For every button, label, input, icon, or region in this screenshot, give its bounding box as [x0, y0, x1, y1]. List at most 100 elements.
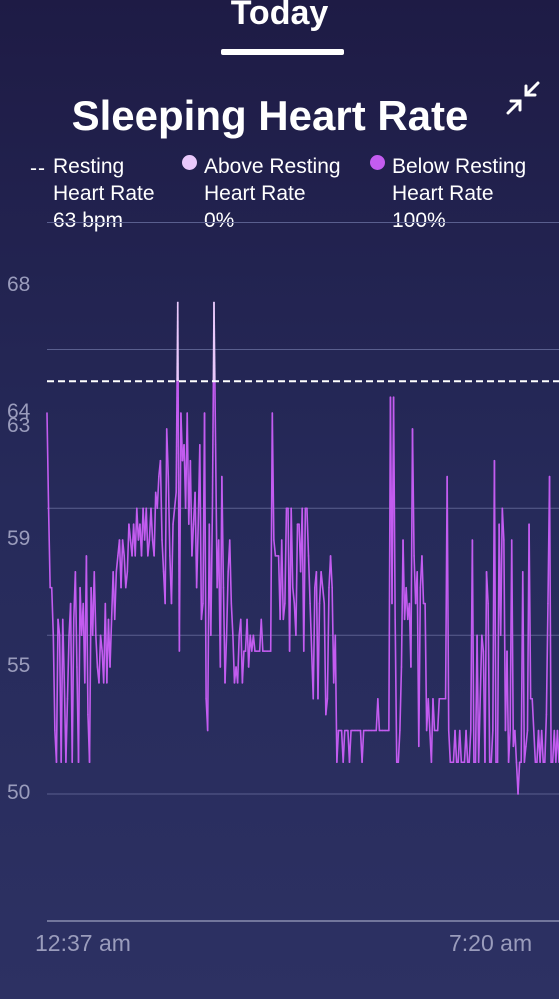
heart-rate-segment [306, 507, 310, 557]
heart-rate-segment [544, 713, 548, 764]
heart-rate-segment [479, 634, 483, 700]
legend-resting-line2: Heart Rate [53, 182, 155, 205]
heart-rate-segment [189, 459, 193, 557]
heart-rate-segment [214, 443, 218, 589]
heart-rate-segment [447, 729, 452, 764]
heart-rate-segment [47, 507, 51, 589]
resting-dash-marker: -- [30, 157, 46, 180]
heart-rate-segment [65, 697, 69, 764]
heart-rate-segment [50, 586, 55, 637]
legend-above-value: 0% [204, 209, 235, 232]
heart-rate-segment [528, 523, 532, 700]
heart-rate-segment [394, 618, 398, 764]
heart-rate-segment [291, 586, 296, 605]
heart-rate-segment [487, 602, 491, 764]
heart-rate-segment [523, 745, 527, 764]
legend-below: Below Resting Heart Rate 100% [392, 153, 526, 234]
legend-resting-value: 63 bpm [53, 209, 124, 232]
heart-rate-segment [471, 539, 475, 764]
heart-rate-segment [421, 555, 425, 605]
heart-rate-segment [178, 412, 182, 652]
heart-rate-segment [307, 555, 311, 605]
tab-active-indicator [221, 49, 344, 55]
heart-rate-segment [99, 634, 103, 652]
heart-rate-segment [432, 697, 436, 732]
heart-rate-segment [510, 539, 515, 748]
legend-above-line1: Above Resting [204, 155, 341, 178]
heart-rate-segment [145, 507, 149, 557]
legend-below-value: 100% [392, 209, 446, 232]
heart-rate-segment [499, 507, 504, 637]
heart-rate-segment [175, 381, 178, 493]
heart-rate-segment [397, 729, 401, 764]
heart-rate-segment [290, 507, 294, 589]
heart-rate-segment [172, 507, 176, 525]
heart-rate-segment [436, 697, 441, 732]
y-tick-label: 63 [7, 414, 31, 437]
heart-rate-segment [320, 570, 324, 589]
heart-rate-segment [325, 697, 329, 716]
heart-rate-segment-above [213, 301, 216, 382]
heart-rate-segment [228, 539, 233, 605]
heart-rate-segment [225, 570, 229, 637]
heart-rate-segment [88, 586, 92, 764]
heart-rate-segment [402, 539, 406, 621]
heart-rate-segment [392, 396, 396, 621]
heart-rate-segment [121, 539, 125, 557]
heart-rate-segment [241, 650, 245, 684]
tab-today[interactable]: Today [230, 0, 329, 32]
page-title: Sleeping Heart Rate [71, 92, 469, 139]
y-tick-label: 55 [7, 654, 31, 677]
heart-rate-segment [211, 381, 215, 509]
heart-rate-segment [361, 729, 365, 764]
heart-rate-segment [46, 412, 50, 510]
heart-rate-segment [60, 618, 64, 764]
heart-rate-segment [465, 729, 469, 764]
heart-rate-segment [273, 539, 277, 557]
heart-rate-segment [260, 618, 264, 652]
heart-rate-segment [232, 634, 236, 684]
heart-rate-segment [224, 634, 228, 684]
heart-rate-segment [540, 729, 545, 764]
x-tick-label-start: 12:37 am [35, 930, 131, 956]
collapse-button[interactable] [505, 80, 541, 116]
heart-rate-segment [236, 634, 240, 684]
heart-rate-segment [147, 539, 151, 557]
heart-rate-segment [271, 412, 275, 541]
heart-rate-segment [109, 618, 113, 668]
legend-resting-line1: Resting [53, 155, 125, 178]
heart-rate-segment [85, 555, 89, 716]
heart-rate-segment [153, 491, 157, 557]
legend-above: Above Resting Heart Rate 0% [204, 153, 341, 234]
y-tick-label: 68 [7, 273, 31, 296]
heart-rate-segment [323, 602, 327, 716]
heart-rate-segment [336, 729, 340, 764]
heart-rate-segment [98, 634, 102, 684]
heart-rate-segment [199, 443, 203, 621]
heart-rate-segment [514, 729, 518, 764]
heart-rate-segment [417, 586, 422, 748]
heart-rate-segment [180, 412, 184, 462]
above-resting-dot-icon [182, 155, 197, 170]
below-resting-dot-icon [370, 155, 385, 170]
heart-rate-segment [191, 523, 195, 557]
heart-rate-segment [545, 602, 549, 716]
heart-rate-segment [66, 634, 70, 700]
heart-rate-segment [548, 475, 552, 764]
heart-rate-segment [170, 523, 174, 605]
heart-rate-segment [214, 381, 217, 445]
heart-rate-segment [334, 634, 338, 764]
heart-rate-segment [477, 697, 482, 764]
heart-rate-segment [481, 634, 485, 652]
x-tick-label-end: 7:20 am [449, 930, 533, 956]
heart-rate-segment [95, 634, 99, 668]
heart-rate-segment [485, 570, 489, 605]
heart-rate-segment [195, 523, 200, 589]
heart-rate-segment [124, 570, 129, 589]
heart-rate-segment [507, 729, 511, 764]
heart-rate-segment [501, 507, 505, 541]
heart-rate-segment [521, 570, 526, 764]
heart-rate-segment [348, 729, 352, 764]
heart-rate-segment [113, 570, 118, 621]
heart-rate-segment [126, 523, 130, 573]
